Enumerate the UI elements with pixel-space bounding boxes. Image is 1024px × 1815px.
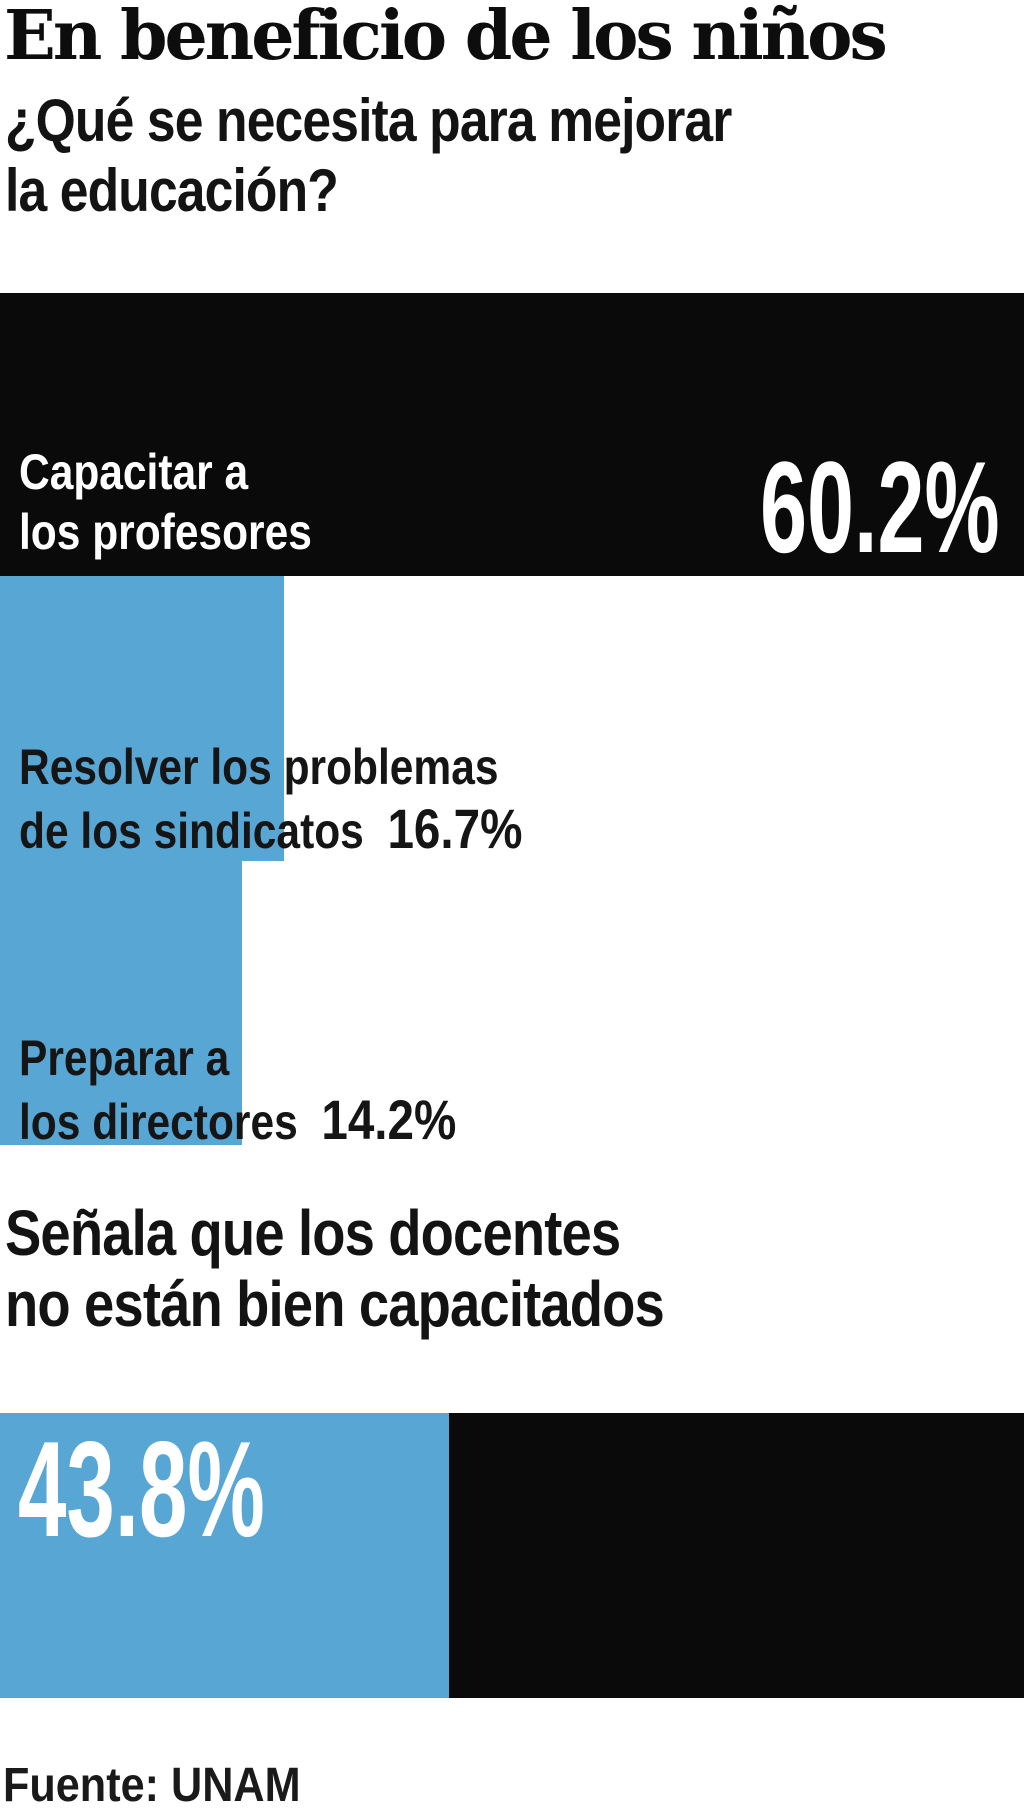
bar-capacitar-value: 60.2% — [760, 434, 1000, 580]
statement-bar: 43.8% — [0, 1413, 1024, 1698]
chart-question: ¿Qué se necesita para mejorar la educaci… — [5, 86, 732, 226]
statement-bar-value: 43.8% — [18, 1413, 265, 1565]
bar-sindicatos-label-line-2: de los sindicatos 16.7% — [19, 797, 523, 860]
bar-sindicatos-label-line-1: Resolver los problemas — [19, 739, 499, 795]
statement-bar-remainder — [448, 1413, 1024, 1698]
statement-line-2: no están bien capacitados — [5, 1268, 665, 1340]
chart-question-line-1: ¿Qué se necesita para mejorar — [5, 87, 732, 154]
bar-sindicatos-value: 16.7% — [387, 797, 523, 860]
chart-question-line-2: la educación? — [5, 157, 339, 224]
bar-preparar-directores — [0, 861, 242, 1145]
bar-capacitar-label-line-2: los profesores — [19, 504, 312, 560]
bar-directores-label-line-2: los directores 14.2% — [19, 1088, 457, 1151]
source-credit: Fuente: UNAM — [3, 1759, 301, 1812]
bar-sindicatos-label: Resolver los problemas de los sindicatos… — [19, 737, 522, 862]
statement-text: Señala que los docentes no están bien ca… — [5, 1197, 665, 1340]
page-title: En beneficio de los niños — [4, 0, 888, 76]
bar-directores-value: 14.2% — [321, 1088, 457, 1151]
statement-bar-filled: 43.8% — [0, 1413, 449, 1698]
bar-directores-label: Preparar a los directores 14.2% — [19, 1028, 456, 1153]
bar-capacitar-profesores: Capacitar a los profesores 60.2% — [0, 293, 1024, 576]
bar-capacitar-label: Capacitar a los profesores — [19, 442, 312, 562]
bar-resolver-sindicatos — [0, 576, 285, 861]
bar-capacitar-label-line-1: Capacitar a — [19, 444, 249, 500]
statement-line-1: Señala que los docentes — [5, 1197, 621, 1269]
bar-directores-label-line-1: Preparar a — [19, 1030, 230, 1086]
